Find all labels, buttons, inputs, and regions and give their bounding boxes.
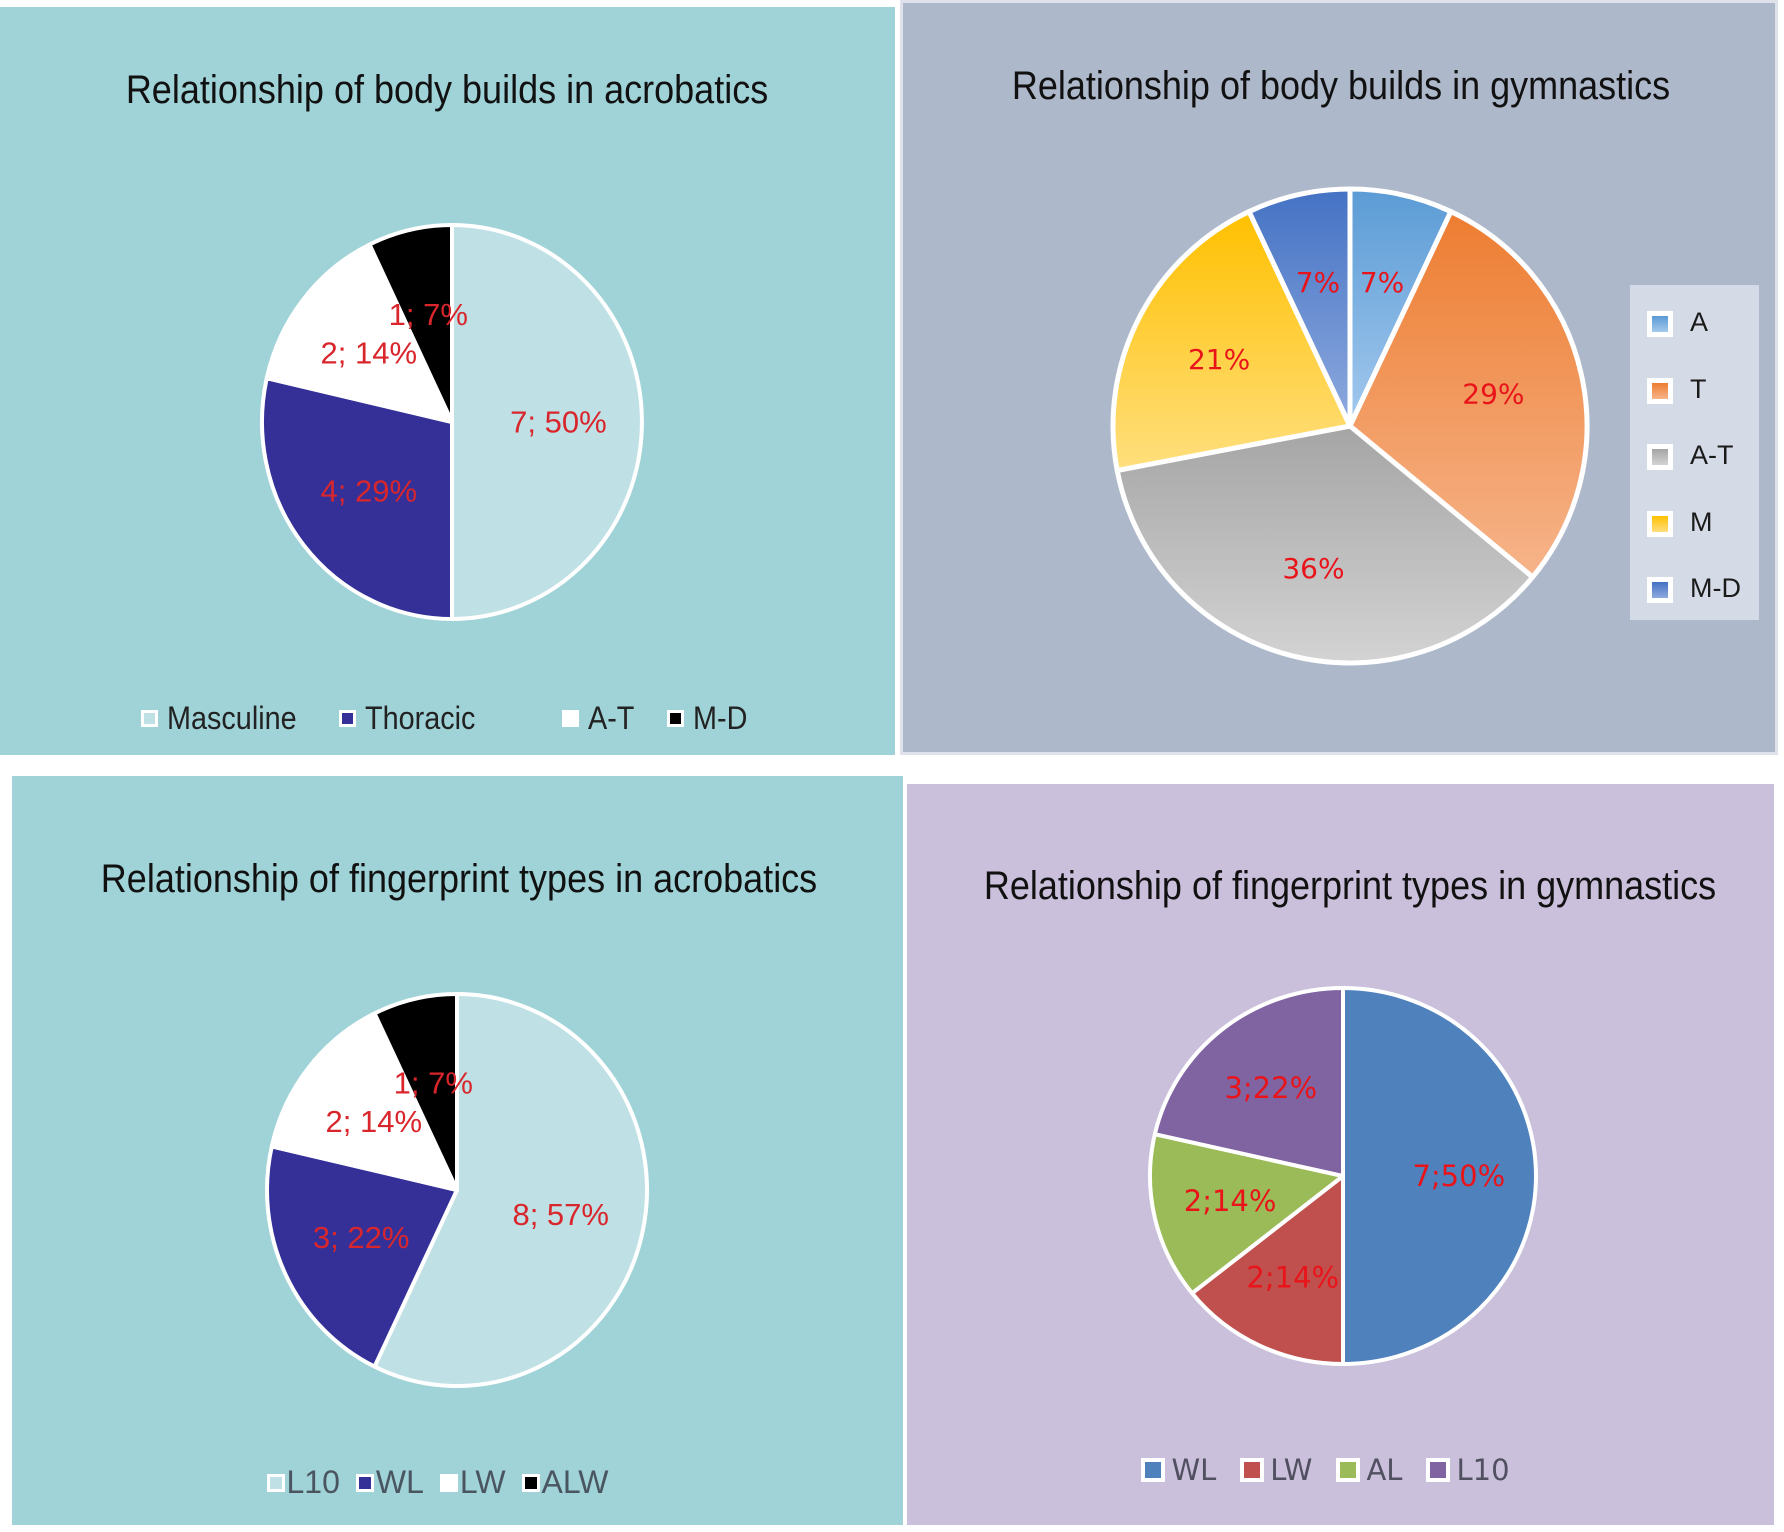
legend-fingerprint-gymnastics: WL LW AL L10: [907, 1453, 1774, 1487]
legend-item-lw: LW: [1240, 1453, 1312, 1487]
legend-label: WL: [375, 1464, 424, 1500]
pie-bl: 8; 57% 3; 22% 2; 14% 1; 7%: [265, 992, 649, 1388]
pie-slice-masculine: [450, 223, 644, 621]
pie-slice-l10: [1152, 986, 1345, 1178]
pie-slice-l10: [372, 992, 649, 1388]
data-label-wl: 7;50%: [1412, 1159, 1505, 1193]
legend-body-builds-acrobatics: Masculine Thoracic A-T M-D: [0, 700, 895, 737]
legend-label: L10: [286, 1464, 340, 1500]
pie-tl: 7; 50% 4; 29% 2; 14% 1; 7%: [260, 223, 644, 621]
legend-label: A: [1690, 307, 1709, 337]
legend-item-a-t: A-T: [1630, 440, 1759, 507]
legend-item-thoracic: Thoracic: [339, 700, 488, 737]
legend-item-masculine: Masculine: [141, 700, 311, 737]
pie-slice-alw: [372, 992, 459, 1192]
legend-marker-m: [1647, 510, 1673, 537]
pie-br: 7;50% 2;14% 2;14% 3;22%: [1148, 986, 1538, 1366]
chart-title-body-builds-acrobatics: Relationship of body builds in acrobatic…: [125, 68, 769, 112]
data-label-l10: 8; 57%: [512, 1197, 609, 1232]
pie-slice-wl: [1341, 986, 1538, 1366]
legend-marker-lw: [439, 1473, 458, 1492]
legend-item-m-d: M-D: [667, 700, 753, 737]
chart-title-fingerprint-acrobatics: Relationship of fingerprint types in acr…: [100, 857, 818, 901]
pie-slice-thoracic: [260, 376, 454, 621]
legend-item-l10: L10: [1426, 1453, 1510, 1487]
legend-item-m: M: [1630, 507, 1759, 574]
chart-title-fingerprint-gymnastics: Relationship of fingerprint types in gym…: [983, 864, 1717, 908]
data-label-wl: 3; 22%: [313, 1220, 410, 1255]
legend-label: A-T: [1690, 440, 1734, 470]
legend-label: WL: [1171, 1453, 1217, 1487]
pie-slice-m-d: [367, 223, 454, 424]
chart-title-body-builds-gymnastics: Relationship of body builds in gymnastic…: [1011, 64, 1671, 108]
data-label-a-t: 2; 14%: [321, 336, 418, 371]
legend-marker-a: [1647, 311, 1673, 337]
pie-slice-m-d: [1246, 186, 1353, 429]
legend-marker-alw: [521, 1473, 540, 1492]
pie-slice-a-t: [264, 242, 454, 424]
legend-label: M: [1690, 506, 1713, 537]
pie-slice-lw: [269, 1011, 459, 1192]
data-label-masculine: 7; 50%: [510, 405, 607, 440]
legend-marker-m-d: [1647, 577, 1673, 603]
legend-label: M-D: [1690, 573, 1741, 603]
legend-label: L10: [1456, 1453, 1510, 1487]
legend-marker-lw: [1240, 1458, 1265, 1482]
data-label-a-t: 36%: [1282, 552, 1344, 585]
legend-label: LW: [459, 1464, 506, 1500]
pie-slice-a-t: [1114, 423, 1536, 666]
legend-label: T: [1690, 373, 1707, 404]
legend-item-alw: ALW: [521, 1464, 609, 1501]
legend-marker-wl: [355, 1473, 374, 1492]
legend-marker-l10: [1426, 1458, 1451, 1482]
legend-item-t: T: [1630, 374, 1759, 441]
pie-tr: 7% 29% 36% 21% 7%: [1110, 186, 1590, 666]
data-label-lw: 2;14%: [1246, 1261, 1339, 1295]
data-label-a: 7%: [1360, 266, 1404, 299]
data-label-alw: 1; 7%: [394, 1065, 473, 1100]
legend-marker-a-t: [561, 710, 579, 727]
data-label-al: 2;14%: [1184, 1184, 1277, 1218]
legend-marker-al: [1336, 1458, 1361, 1482]
data-label-thoracic: 4; 29%: [321, 473, 418, 508]
pie-slice-wl: [265, 1144, 459, 1369]
legend-marker-t: [1647, 377, 1673, 404]
legend-item-lw: LW: [439, 1464, 506, 1501]
legend-item-l10: L10: [266, 1464, 340, 1501]
legend-item-al: AL: [1336, 1453, 1402, 1487]
legend-label: M-D: [693, 700, 748, 736]
legend-label: ALW: [541, 1464, 609, 1500]
legend-marker-a-t: [1647, 444, 1673, 470]
legend-fingerprint-acrobatics: L10 WL LW ALW: [12, 1464, 903, 1501]
legend-label: LW: [1270, 1453, 1313, 1487]
pie-slice-m: [1110, 209, 1353, 473]
data-label-m-d: 1; 7%: [389, 297, 468, 332]
legend-marker-masculine: [141, 710, 159, 727]
legend-item-a-t: A-T: [561, 700, 640, 737]
legend-item-wl: WL: [355, 1464, 424, 1501]
pie-slice-al: [1148, 1132, 1345, 1296]
legend-marker-l10: [266, 1473, 285, 1492]
data-label-m: 21%: [1188, 343, 1250, 376]
legend-marker-m-d: [667, 710, 685, 727]
legend-item-m-d: M-D: [1630, 573, 1759, 640]
legend-label: Thoracic: [365, 700, 476, 736]
legend-label: AL: [1366, 1453, 1403, 1487]
data-label-t: 29%: [1462, 377, 1524, 410]
legend-label: Masculine: [167, 700, 297, 736]
pie-slice-lw: [1190, 1174, 1345, 1366]
legend-marker-thoracic: [339, 710, 357, 727]
pie-slice-t: [1347, 209, 1590, 580]
data-label-l10: 3;22%: [1224, 1071, 1317, 1105]
legend-body-builds-gymnastics: A T A-T M M-D: [1630, 285, 1759, 620]
legend-marker-wl: [1141, 1458, 1166, 1482]
legend-label: A-T: [587, 700, 635, 736]
data-label-lw: 2; 14%: [326, 1104, 423, 1139]
legend-item-wl: WL: [1141, 1453, 1216, 1487]
legend-item-a: A: [1630, 307, 1759, 374]
data-label-m-d: 7%: [1296, 266, 1340, 299]
